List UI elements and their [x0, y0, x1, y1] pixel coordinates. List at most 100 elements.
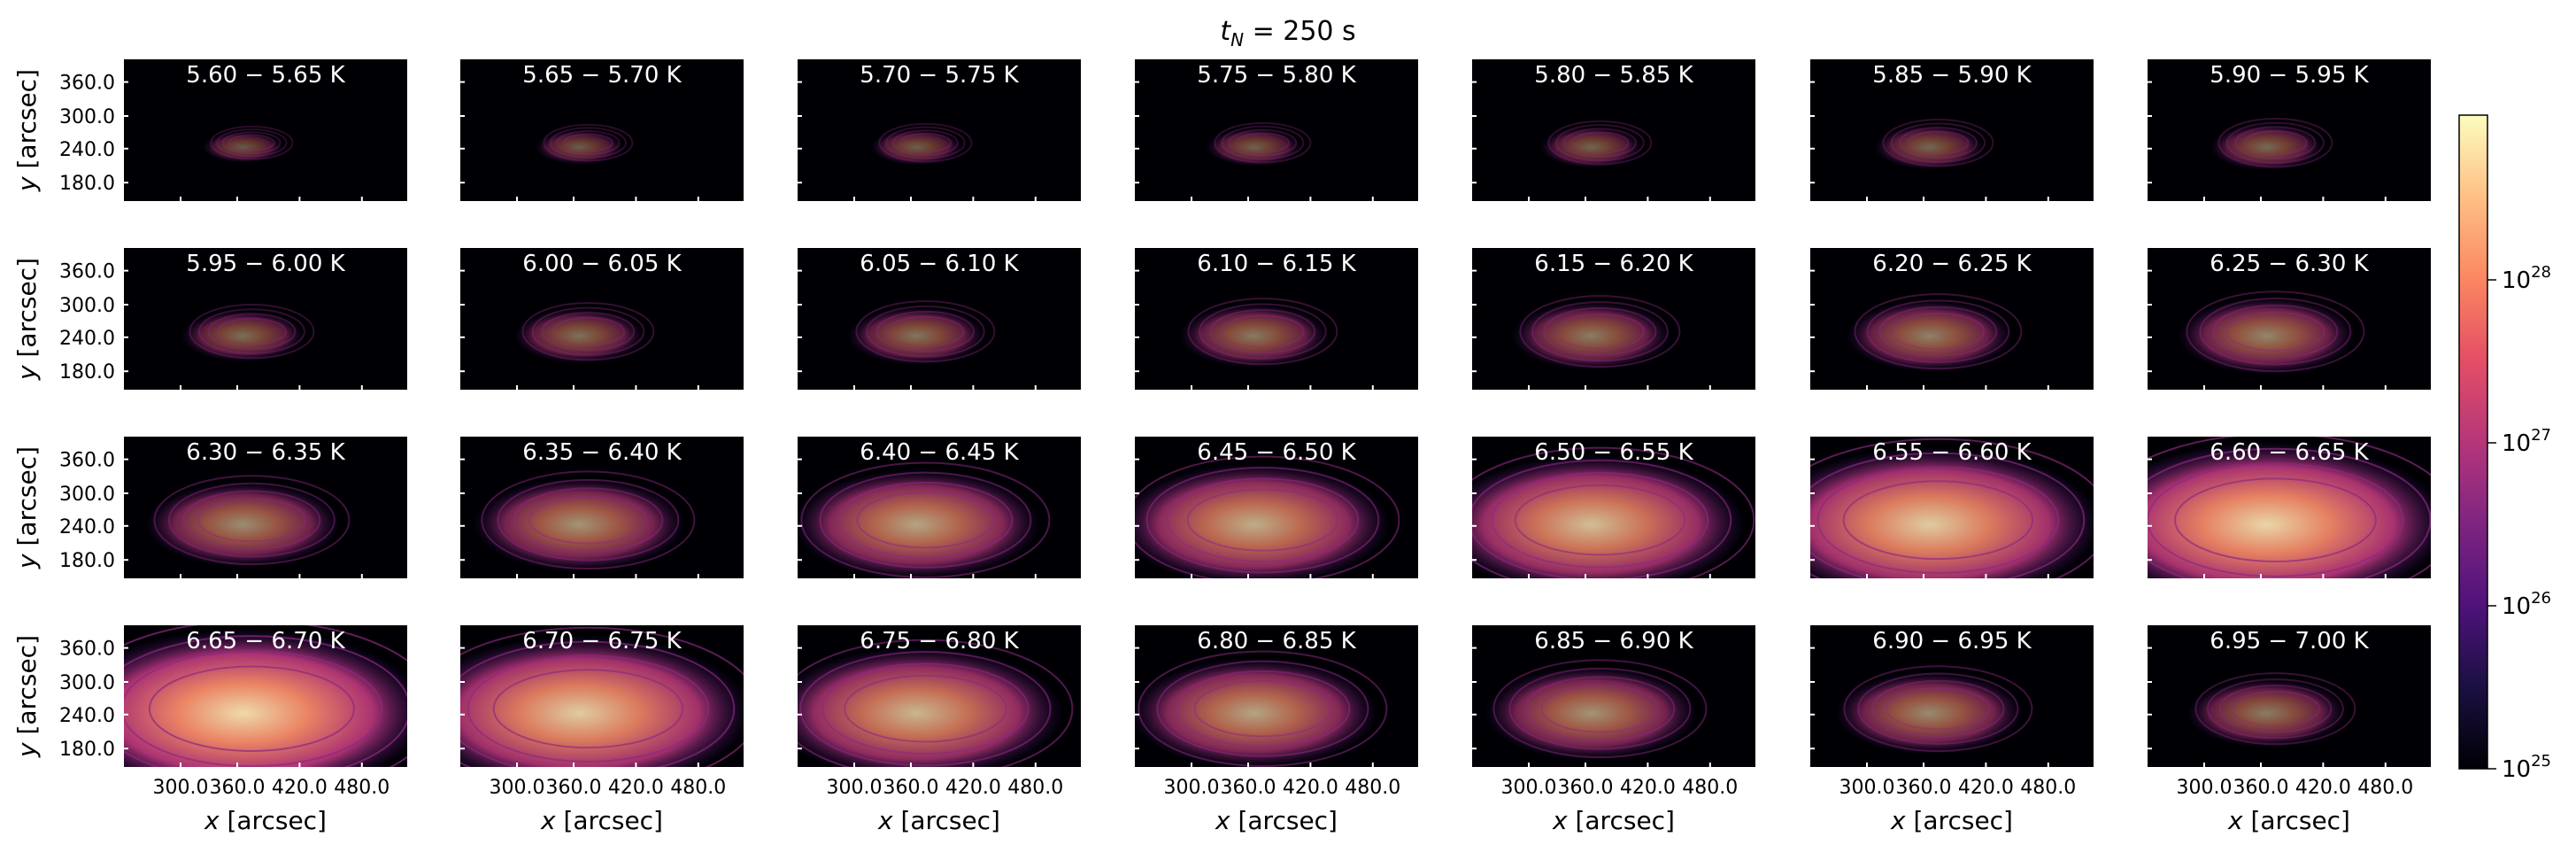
loop-arc [1857, 672, 2019, 745]
emission-region [1835, 672, 2024, 755]
loop-arc [1491, 471, 1709, 569]
x-tick-label: 420.0 [608, 777, 664, 799]
emission-region [202, 131, 284, 163]
panel-label: 6.95 − 7.00 K [2210, 628, 2369, 654]
panel-label: 6.40 − 6.45 K [860, 439, 1019, 466]
colorbar-ticks: 1028 1027 1026 1025 [2487, 263, 2551, 783]
panel-label: 6.75 − 6.80 K [860, 628, 1019, 654]
y-tick-label: 180.0 [59, 361, 115, 383]
loop-arc [556, 129, 621, 156]
loop-arc [899, 132, 953, 153]
heatmap-panel: 6.25 − 6.30 K [2148, 248, 2431, 390]
loop-arc [549, 127, 627, 159]
loop-arc [885, 126, 966, 159]
panel-label: 6.15 − 6.20 K [1534, 251, 1693, 277]
emission-region [460, 635, 744, 767]
x-axis-label: x [arcsec] [1552, 806, 1675, 835]
panel-label: 6.30 − 6.35 K [186, 439, 345, 466]
loop-arc [197, 308, 305, 355]
panel-label: 6.90 − 6.95 K [1872, 628, 2032, 654]
emission-region [798, 647, 1064, 767]
panel-label: 6.20 − 6.25 K [1872, 251, 2032, 277]
panel-background [124, 59, 407, 201]
heatmap-panel: 6.55 − 6.60 K [1810, 437, 2094, 578]
loop-arc [1135, 455, 1400, 578]
y-tick-label: 360.0 [59, 639, 115, 661]
loop-arc [1816, 466, 2060, 574]
loop-arc [460, 640, 736, 767]
heatmap-panel: 6.10 − 6.15 K [1135, 248, 1418, 390]
emission-region [473, 477, 686, 571]
y-tick-label: 300.0 [59, 295, 115, 317]
panel-label: 5.95 − 6.00 K [186, 251, 345, 277]
loop-arc [1562, 128, 1638, 159]
loop-arc [189, 304, 315, 360]
loop-arc [2174, 477, 2377, 563]
loop-arc [1882, 118, 1994, 167]
x-tick-label: 480.0 [1345, 777, 1400, 799]
loop-arc [1843, 665, 2033, 753]
loop-arc [799, 651, 1052, 767]
x-tick-label: 420.0 [1620, 777, 1676, 799]
panel-label: 6.85 − 6.90 K [1534, 628, 1693, 654]
x-axis-label: x [arcsec] [1890, 806, 2013, 835]
heatmap-panel: 6.35 − 6.40 K [460, 437, 744, 578]
loop-arc [866, 305, 985, 358]
x-tick-label: 360.0 [1221, 777, 1276, 799]
emission-region [2187, 678, 2347, 747]
colorbar: 1028 1027 1026 1025 [2458, 114, 2551, 783]
x-tick-label: 480.0 [1682, 777, 1738, 799]
loop-arc [1890, 122, 1986, 163]
heatmap-panel: 6.30 − 6.35 K 360.0 300.0 240.0 180.0 y [arcs… [12, 437, 407, 578]
y-tick-label: 240.0 [59, 516, 115, 538]
loop-arc [2212, 304, 2339, 359]
loop-arc [2234, 126, 2317, 159]
loop-arc [1878, 306, 1998, 357]
loop-arc [497, 478, 680, 562]
loop-arc [837, 481, 1014, 559]
loop-arc [800, 461, 1051, 578]
loop-arc [1531, 301, 1669, 362]
loop-arc [1871, 679, 2005, 738]
loop-arc [1186, 488, 1339, 552]
x-tick-label: 300.0 [1839, 777, 1895, 799]
heatmap-panel: 5.80 − 5.85 K [1472, 59, 1755, 201]
loop-arc [513, 487, 664, 554]
loop-arc [1514, 484, 1686, 556]
loop-arc [1543, 307, 1657, 356]
panel-label: 6.60 − 6.65 K [2210, 439, 2369, 466]
x-tick-label: 300.0 [490, 777, 545, 799]
x-axis-label: x [arcsec] [540, 806, 663, 835]
x-axis-label: x [arcsec] [1215, 806, 1338, 835]
loop-arc [1221, 125, 1305, 160]
emission-region [1874, 125, 1985, 170]
loop-arc [2186, 290, 2365, 373]
loop-arc [562, 133, 613, 152]
loop-arc [1886, 687, 1991, 731]
panel-label: 5.75 − 5.80 K [1197, 62, 1356, 89]
loop-arc [1519, 295, 1681, 368]
loop-arc [2194, 672, 2356, 746]
loop-arc [531, 306, 645, 356]
panel-background [1135, 59, 1418, 201]
emission-region [1206, 128, 1302, 167]
loop-arc [1810, 452, 2086, 578]
loop-arc [197, 498, 306, 543]
figure-title: tN = 250 s [1220, 16, 1355, 50]
loop-arc [1508, 667, 1692, 750]
loop-arc [1547, 120, 1653, 166]
x-tick-label: 420.0 [2295, 777, 2351, 799]
colorbar-gradient [2458, 114, 2488, 770]
loop-arc [124, 635, 407, 767]
loop-arc [216, 317, 287, 345]
y-tick-label: 360.0 [59, 73, 115, 95]
heatmap-panel: 5.70 − 5.75 K [798, 59, 1081, 201]
loop-arc [1570, 131, 1630, 154]
heatmap-panel: 6.50 − 6.55 K [1472, 437, 1755, 578]
loop-arc [460, 626, 744, 767]
loop-arc [1842, 480, 2034, 561]
heatmap-panel: 6.00 − 6.05 K [460, 248, 744, 390]
x-axis-label: x [arcsec] [877, 806, 1000, 835]
heatmap-panel: 6.20 − 6.25 K [1810, 248, 2094, 390]
x-tick-label: 480.0 [1007, 777, 1063, 799]
